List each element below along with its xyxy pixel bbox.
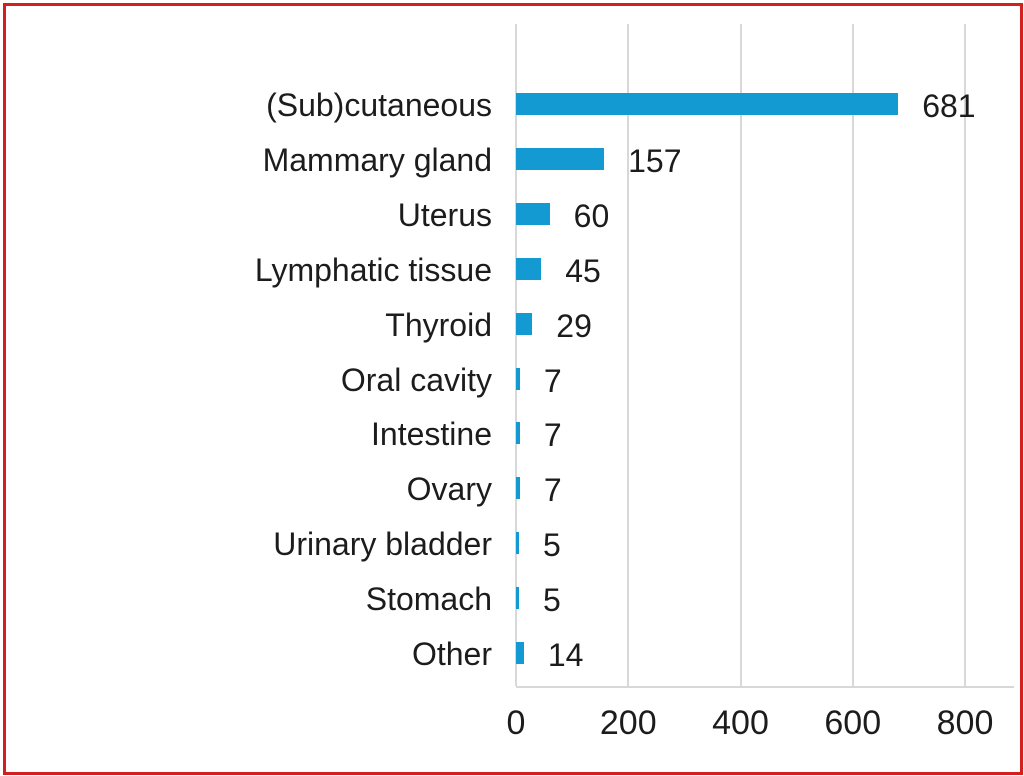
data-label: 5 bbox=[543, 527, 561, 564]
bar-other bbox=[516, 642, 524, 664]
data-label: 7 bbox=[543, 472, 562, 509]
data-label: 45 bbox=[565, 252, 601, 289]
gridline-x-200 bbox=[627, 24, 630, 686]
gridline-x-0 bbox=[515, 24, 517, 686]
x-axis-baseline bbox=[516, 686, 1014, 688]
data-label: 7 bbox=[543, 362, 562, 399]
category-label: Ovary bbox=[406, 471, 492, 508]
data-label: 5 bbox=[543, 582, 561, 619]
category-label: Intestine bbox=[371, 416, 492, 453]
gridline-x-600 bbox=[851, 24, 854, 686]
bar-intestine bbox=[516, 422, 520, 445]
bar-sub-cutaneous bbox=[516, 93, 899, 115]
category-label: Thyroid bbox=[385, 306, 492, 343]
x-tick-label: 400 bbox=[712, 704, 769, 742]
data-label: 157 bbox=[628, 142, 682, 179]
bar-oral-cavity bbox=[516, 367, 520, 390]
gridline-x-800 bbox=[964, 24, 966, 686]
bar-lymphatic-tissue bbox=[516, 257, 542, 280]
category-label: Oral cavity bbox=[340, 361, 492, 398]
x-tick-label: 0 bbox=[506, 704, 526, 742]
data-label: 29 bbox=[556, 307, 592, 344]
data-label: 14 bbox=[547, 637, 584, 673]
category-label: (Sub)cutaneous bbox=[266, 87, 492, 123]
bar-ovary bbox=[516, 477, 520, 500]
gridline-x-400 bbox=[739, 24, 742, 686]
data-label: 7 bbox=[543, 417, 562, 454]
bar-stomach bbox=[516, 587, 519, 610]
data-label: 60 bbox=[573, 197, 610, 234]
category-label: Uterus bbox=[397, 196, 492, 233]
x-tick-label: 200 bbox=[599, 704, 657, 742]
category-label: Lymphatic tissue bbox=[254, 251, 492, 288]
chart-frame-border: (Sub)cutaneous 681 Mammary gland 157 Uterus 6… bbox=[3, 3, 1023, 775]
bar-urinary-bladder bbox=[516, 532, 519, 555]
category-label: Urinary bladder bbox=[273, 526, 492, 563]
data-label: 681 bbox=[922, 88, 976, 124]
category-label: Other bbox=[411, 636, 492, 672]
category-label: Stomach bbox=[365, 581, 492, 618]
bar-mammary-gland bbox=[516, 147, 605, 170]
bar-thyroid bbox=[516, 312, 533, 335]
category-label: Mammary gland bbox=[262, 141, 492, 178]
bar-uterus bbox=[516, 202, 550, 225]
x-tick-label: 600 bbox=[824, 704, 882, 742]
x-tick-label: 800 bbox=[936, 704, 994, 742]
